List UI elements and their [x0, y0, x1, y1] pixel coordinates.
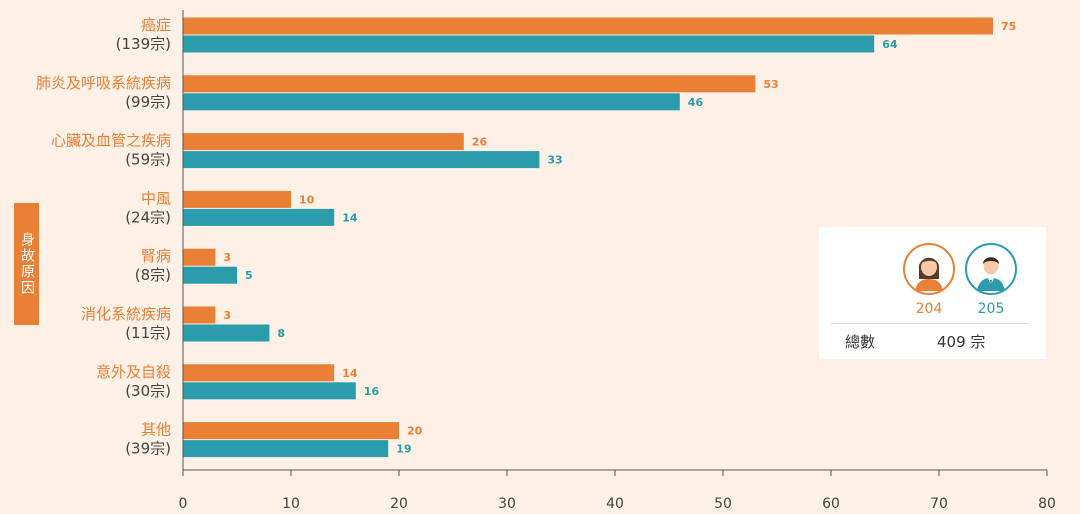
- y-axis-title: 身故原因: [14, 203, 39, 325]
- x-tick-label: 20: [390, 496, 408, 512]
- bar-value-label-male: 33: [547, 154, 562, 167]
- bar-male: [183, 151, 540, 169]
- bar-value-label-male: 8: [277, 327, 285, 340]
- bar-male: [183, 93, 680, 111]
- x-tick-label: 0: [179, 496, 188, 512]
- category-count-label: (11宗): [125, 324, 171, 342]
- bar-value-label-female: 14: [342, 367, 358, 380]
- bar-value-label-female: 10: [299, 193, 315, 206]
- category-label: 中風: [141, 189, 171, 207]
- category-count-label: (99宗): [125, 93, 171, 111]
- x-tick-label: 50: [714, 496, 732, 512]
- category-label: 肺炎及呼吸系統疾病: [36, 74, 171, 92]
- male-avatar-icon: [965, 243, 1017, 295]
- x-tick-label: 60: [822, 496, 840, 512]
- category-label: 消化系統疾病: [81, 305, 171, 323]
- category-label: 癌症: [141, 16, 171, 34]
- bar-male: [183, 35, 875, 53]
- category-label: 心臟及血管之疾病: [51, 132, 171, 150]
- bar-female: [183, 306, 216, 324]
- bar-female: [183, 190, 291, 208]
- bar-male: [183, 266, 237, 284]
- bar-value-label-female: 3: [223, 251, 231, 264]
- x-tick-label: 10: [282, 496, 300, 512]
- category-count-label: (139宗): [116, 35, 171, 53]
- category-label: 其他: [141, 421, 171, 439]
- bar-male: [183, 440, 389, 458]
- bar-value-label-male: 19: [396, 443, 411, 456]
- bar-value-label-male: 14: [342, 211, 358, 224]
- category-count-label: (39宗): [125, 440, 171, 458]
- legend-divider: [831, 323, 1028, 324]
- bar-female: [183, 75, 756, 93]
- category-count-label: (30宗): [125, 382, 171, 400]
- bar-value-label-male: 5: [245, 269, 253, 282]
- bar-female: [183, 422, 399, 440]
- total-value: 409 宗: [937, 333, 986, 351]
- bar-value-label-female: 3: [223, 309, 231, 322]
- x-tick-label: 70: [930, 496, 948, 512]
- bar-female: [183, 364, 335, 382]
- female-count: 204: [915, 301, 943, 317]
- x-tick-label: 80: [1038, 496, 1056, 512]
- total-label: 總數: [845, 333, 876, 351]
- category-count-label: (24宗): [125, 208, 171, 226]
- bar-male: [183, 208, 335, 226]
- bar-value-label-female: 26: [472, 136, 488, 149]
- legend-panel: 204 205 總數 409 宗: [819, 227, 1046, 359]
- category-label: 腎病: [141, 247, 171, 265]
- bar-female: [183, 17, 993, 35]
- bar-male: [183, 324, 270, 342]
- category-count-label: (8宗): [135, 266, 171, 284]
- bar-female: [183, 248, 216, 266]
- male-count: 205: [977, 301, 1005, 317]
- x-tick-label: 30: [498, 496, 516, 512]
- bar-value-label-female: 75: [1001, 20, 1016, 33]
- x-tick-label: 40: [606, 496, 624, 512]
- bar-value-label-male: 64: [882, 38, 898, 51]
- bar-male: [183, 382, 356, 400]
- bar-value-label-female: 20: [407, 425, 423, 438]
- category-label: 意外及自殺: [96, 363, 171, 381]
- category-count-label: (59宗): [125, 151, 171, 169]
- bar-value-label-male: 46: [688, 96, 704, 109]
- female-avatar-icon: [903, 243, 955, 295]
- bar-value-label-male: 16: [364, 385, 380, 398]
- bar-female: [183, 133, 464, 151]
- bar-value-label-female: 53: [763, 78, 778, 91]
